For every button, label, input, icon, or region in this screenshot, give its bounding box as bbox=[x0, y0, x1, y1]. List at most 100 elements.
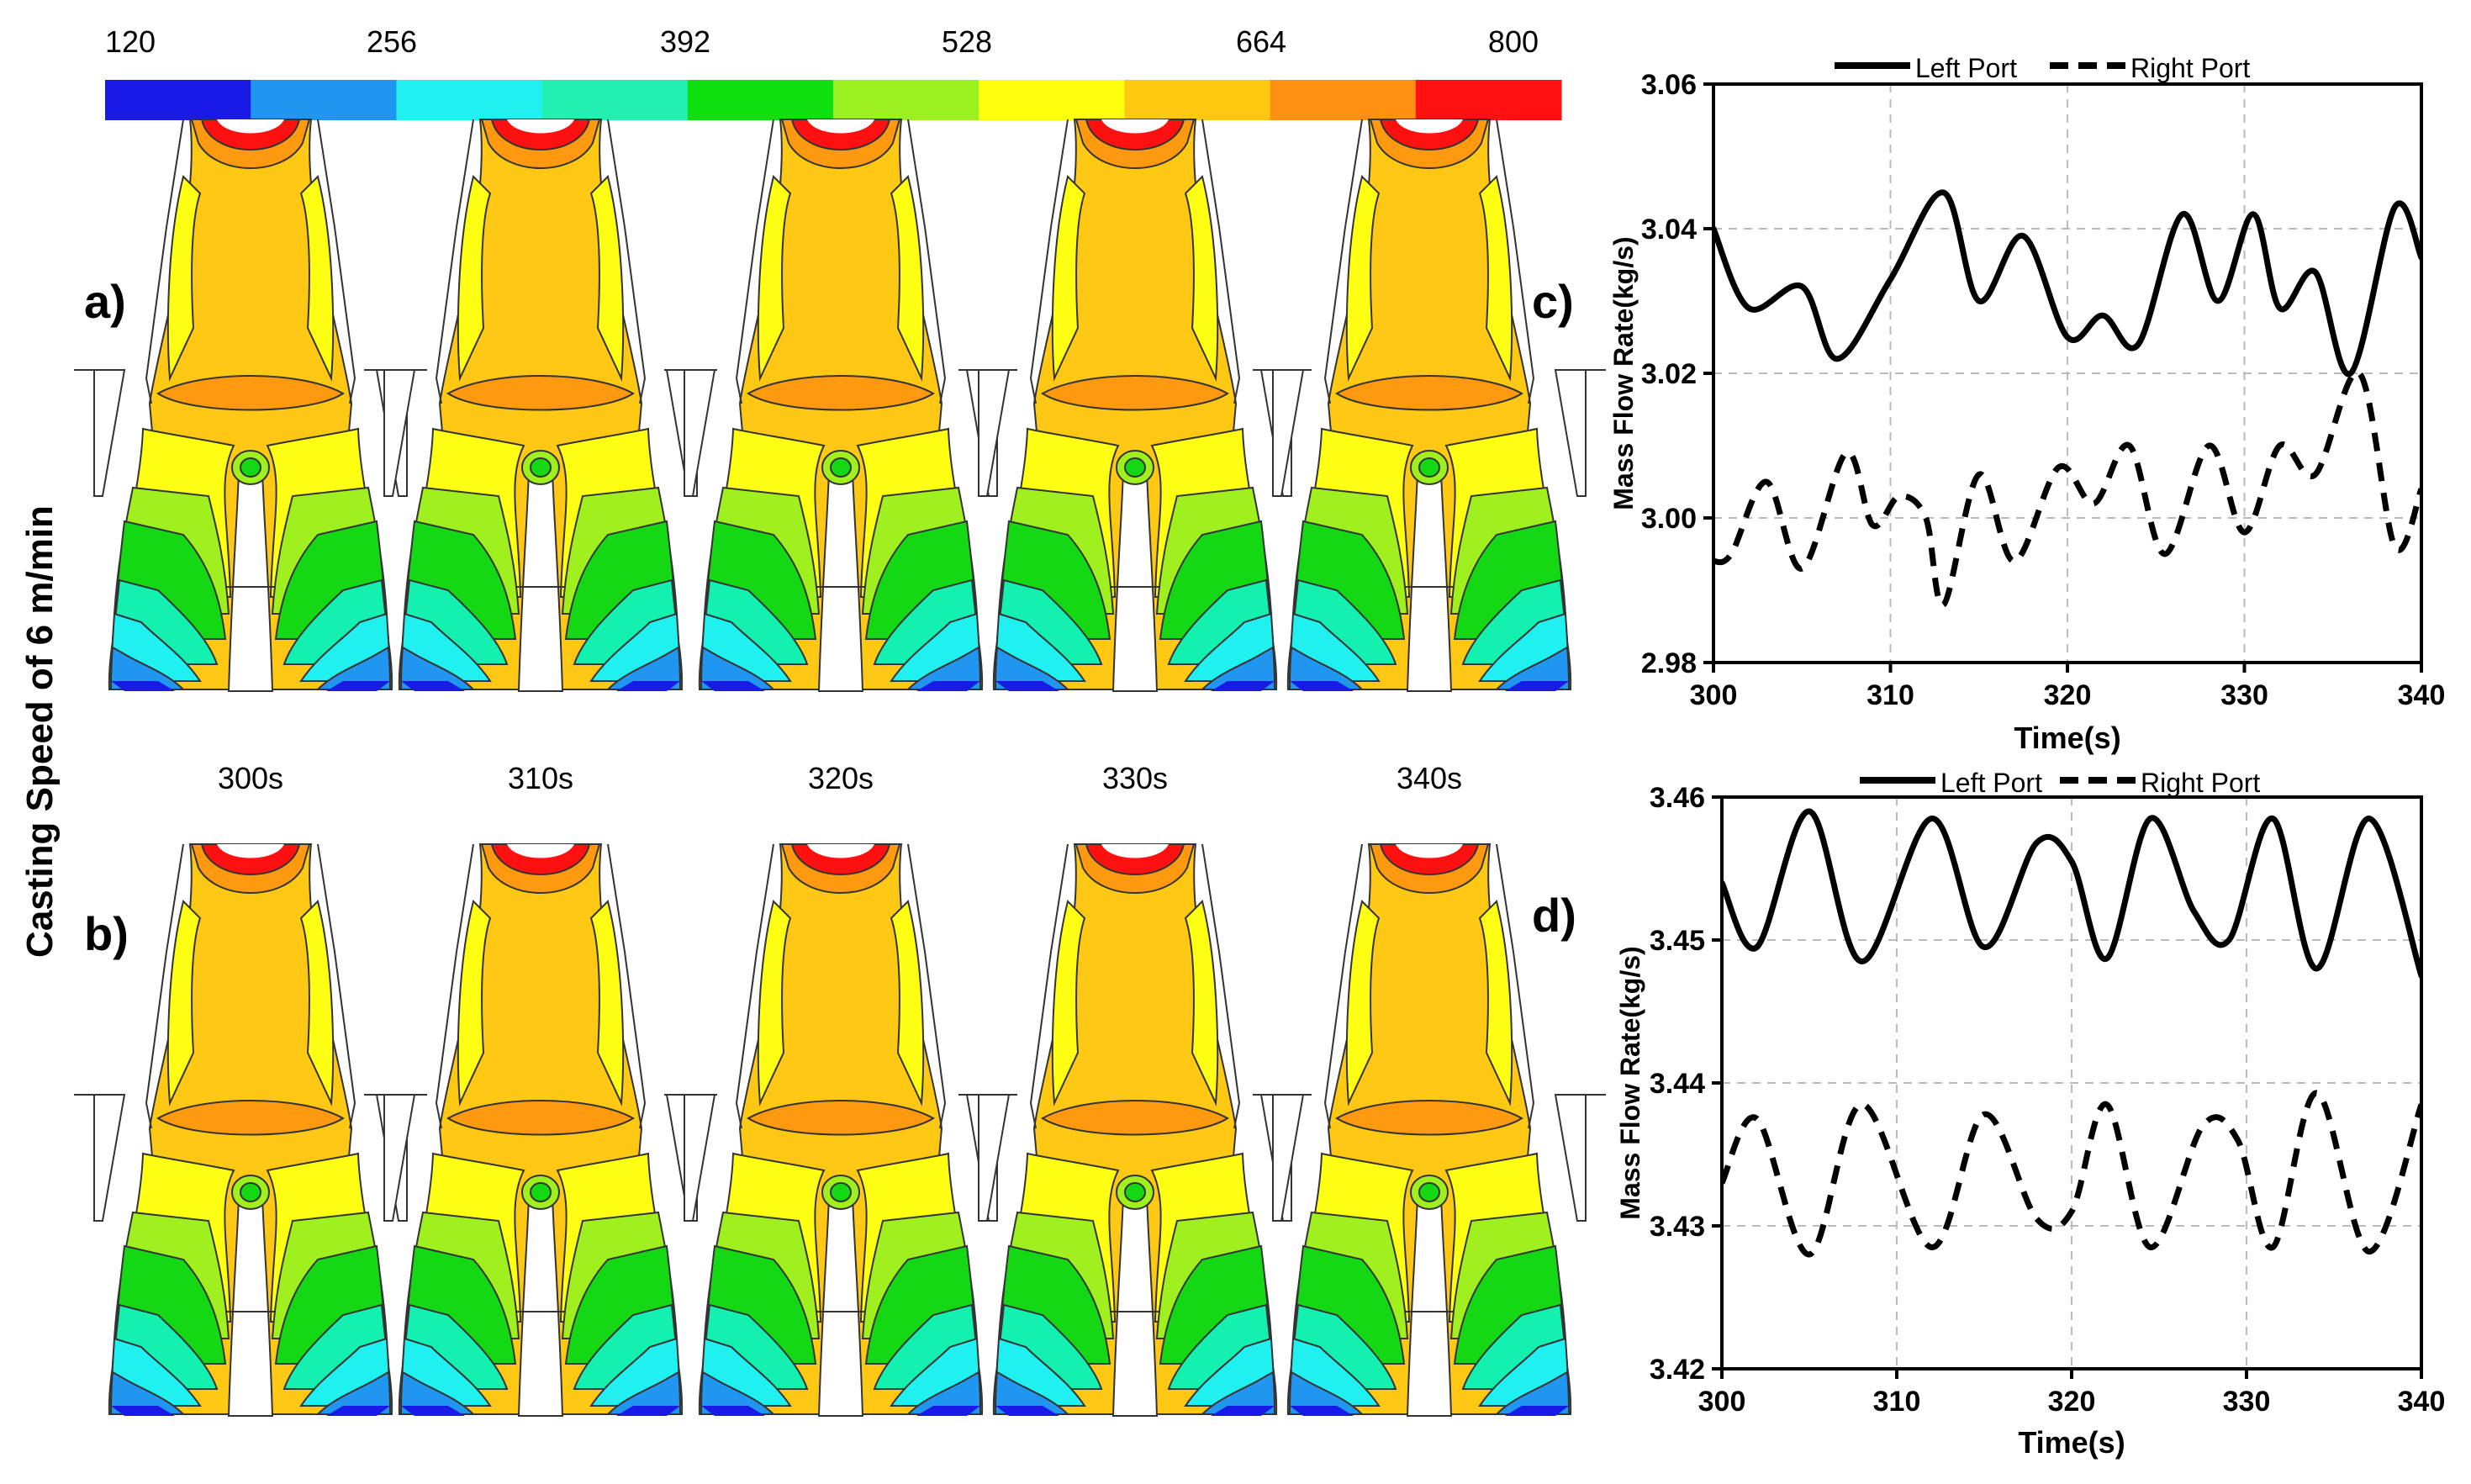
contour-band-lobe bbox=[1494, 1370, 1571, 1415]
x-tick-label: 310 bbox=[1873, 1386, 1921, 1418]
y-tick-label: 3.06 bbox=[1641, 69, 1697, 101]
contour-band-yellow bbox=[166, 900, 202, 1106]
contour-band-yellow bbox=[457, 900, 492, 1106]
panel-label-c: c) bbox=[1532, 275, 1574, 328]
contour-band-orange bbox=[1041, 1100, 1229, 1136]
x-tick-label: 330 bbox=[2223, 1386, 2271, 1418]
contour-band-yellow bbox=[890, 900, 925, 1106]
chart-d-ticks: 300 310 320 330 340 3.42 3.43 3.44 3.45 3.46 bbox=[1650, 782, 2446, 1418]
contour-band-lobe bbox=[605, 1370, 682, 1415]
nozzle-contour bbox=[74, 119, 427, 692]
chart-c-series bbox=[1713, 189, 2421, 608]
y-tick-label: 3.43 bbox=[1650, 1211, 1705, 1243]
chart-c-x-axis-label: Time(s) bbox=[2014, 721, 2120, 755]
contour-band-orange bbox=[747, 1100, 935, 1136]
series-line-right-port bbox=[1722, 1090, 2421, 1258]
colorbar-tick-label: 256 bbox=[367, 24, 417, 59]
x-tick-label: 300 bbox=[1690, 679, 1738, 711]
x-tick-label: 320 bbox=[2044, 679, 2092, 711]
legend-label-right-port: Right Port bbox=[2130, 53, 2250, 83]
x-tick-label: 300 bbox=[1698, 1386, 1746, 1418]
y-tick-label: 3.45 bbox=[1650, 925, 1705, 957]
colorbar-segment bbox=[1124, 80, 1271, 120]
contour-band-yellow bbox=[589, 900, 625, 1106]
contour-band-yellow bbox=[1184, 900, 1219, 1106]
contour-band-yellow bbox=[299, 900, 335, 1106]
chart-d-series bbox=[1722, 808, 2421, 1258]
time-label: 330s bbox=[1102, 761, 1168, 795]
contour-band-lobe bbox=[1200, 1370, 1276, 1415]
time-label: 300s bbox=[218, 761, 283, 795]
time-label: 340s bbox=[1397, 761, 1462, 795]
nozzle-contour bbox=[664, 843, 1017, 1417]
contour-band-orange bbox=[1335, 375, 1523, 411]
colorbar-segment bbox=[979, 80, 1125, 120]
chart-c-y-axis-label: Mass Flow Rate(kg/s) bbox=[1608, 236, 1639, 510]
contour-band-orange bbox=[156, 1100, 345, 1136]
contour-band-lobe bbox=[994, 646, 1070, 690]
contour-band-lobe bbox=[109, 646, 186, 690]
colorbar-tick-label: 800 bbox=[1488, 24, 1539, 59]
contour-band-lobe bbox=[315, 646, 392, 690]
contour-band-yellow bbox=[1345, 900, 1381, 1106]
series-line-left-port bbox=[1722, 808, 2421, 979]
chart-c-ticks: 300 310 320 330 340 2.98 3.00 3.02 3.04 3.06 bbox=[1641, 69, 2446, 711]
nozzle-contour bbox=[364, 843, 717, 1417]
contour-band-lobe bbox=[700, 1370, 776, 1415]
contour-band-orange bbox=[1335, 1100, 1523, 1136]
contour-band-yellow bbox=[1051, 900, 1086, 1106]
contour-band-yellow bbox=[757, 900, 792, 1106]
contour-band-lobe bbox=[1494, 646, 1571, 690]
x-tick-label: 330 bbox=[2220, 679, 2268, 711]
colorbar-segment bbox=[251, 80, 397, 120]
chart-d-grid bbox=[1722, 797, 2421, 1369]
y-tick-label: 3.02 bbox=[1641, 358, 1697, 390]
x-tick-label: 340 bbox=[2398, 1386, 2446, 1418]
chart-d-legend: Left Port Right Port bbox=[1860, 768, 2260, 798]
nozzle-contour bbox=[958, 843, 1312, 1417]
nozzle-contour bbox=[958, 119, 1312, 692]
contour-band-lobe bbox=[994, 1370, 1070, 1415]
colorbar-segment bbox=[1270, 80, 1417, 120]
contour-band-yellow bbox=[166, 175, 202, 382]
series-line-right-port bbox=[1713, 369, 2421, 608]
contour-band-lobe bbox=[399, 646, 476, 690]
contour-band-yellow bbox=[1345, 175, 1381, 382]
y-tick-label: 3.44 bbox=[1650, 1068, 1705, 1100]
contour-band-yellow bbox=[457, 175, 492, 382]
contour-band-orange bbox=[446, 375, 635, 411]
x-tick-label: 320 bbox=[2048, 1386, 2096, 1418]
nozzle-contour bbox=[74, 843, 427, 1417]
contour-band-orange bbox=[446, 1100, 635, 1136]
contour-band-orange bbox=[747, 375, 935, 411]
contour-band-lobe bbox=[315, 1370, 392, 1415]
contour-band-orange bbox=[156, 375, 345, 411]
nozzle-contour bbox=[1253, 119, 1606, 692]
contour-band-yellow bbox=[757, 175, 792, 382]
contour-band-yellow bbox=[890, 175, 925, 382]
nozzle-contour bbox=[364, 119, 717, 692]
chart-c-grid bbox=[1713, 84, 2421, 663]
colorbar-segment bbox=[396, 80, 543, 120]
colorbar-segment bbox=[105, 80, 251, 120]
colorbar-segment bbox=[687, 80, 834, 120]
series-line-left-port bbox=[1713, 189, 2421, 378]
contour-band-yellow bbox=[1184, 175, 1219, 382]
colorbar-segment bbox=[1415, 80, 1562, 120]
time-labels: 300s 310s 320s 330s 340s bbox=[218, 761, 1462, 795]
legend-label-right-port: Right Port bbox=[2141, 768, 2260, 798]
contour-row-b bbox=[74, 843, 1606, 1417]
chart-d-x-axis-label: Time(s) bbox=[2018, 1425, 2125, 1460]
contour-row-a bbox=[74, 119, 1606, 692]
contour-band-lobe bbox=[1288, 1370, 1365, 1415]
contour-band-yellow bbox=[589, 175, 625, 382]
contour-band-orange bbox=[1041, 375, 1229, 411]
y-tick-label: 3.00 bbox=[1641, 503, 1697, 535]
x-tick-label: 310 bbox=[1866, 679, 1914, 711]
y-tick-label: 3.46 bbox=[1650, 782, 1705, 814]
colorbar-tick-label: 664 bbox=[1236, 24, 1286, 59]
chart-d-left-right-port-mass-flow: 300 310 320 330 340 3.42 3.43 3.44 3.45 3.46 Left… bbox=[1615, 768, 2445, 1460]
nozzle-contour bbox=[1253, 843, 1606, 1417]
casting-speed-label: Casting Speed of 6 m/min bbox=[19, 505, 61, 958]
panel-label-a: a) bbox=[84, 275, 126, 328]
